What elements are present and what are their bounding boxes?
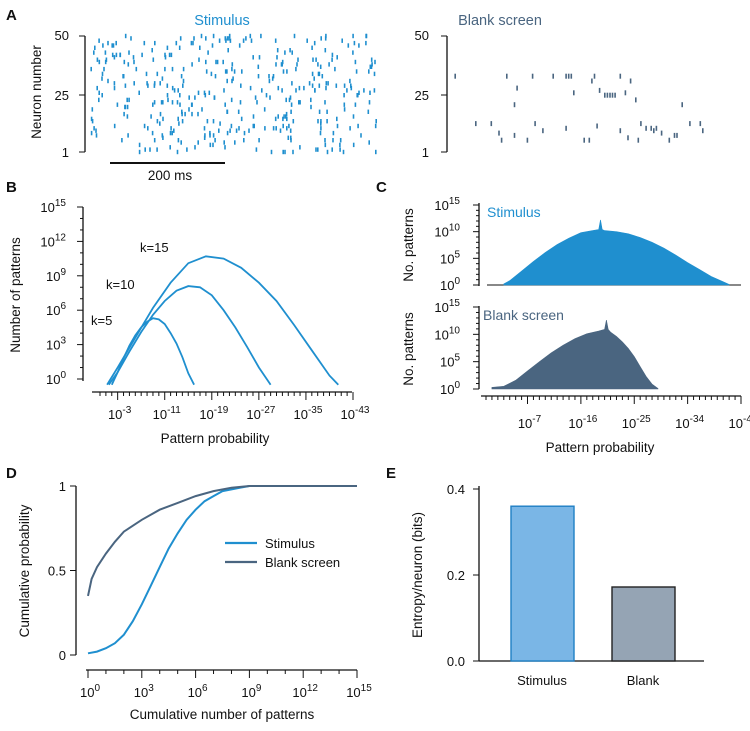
panel-a-stimulus-raster: Stimulus Neuron number 50 25 1 200 ms bbox=[29, 13, 378, 183]
b-ytick-label: 100 bbox=[46, 370, 66, 387]
d-xtick-label: 1015 bbox=[346, 683, 372, 700]
d-ylabel: Cumulative probability bbox=[17, 504, 32, 637]
c-area-stimulus bbox=[503, 219, 730, 286]
c-ytick-label: 100 bbox=[440, 380, 460, 397]
d-xtick-label: 106 bbox=[188, 683, 208, 700]
b-label-k10: k=10 bbox=[106, 277, 135, 292]
scale-bar-label: 200 ms bbox=[148, 168, 193, 183]
b-ytick-label: 103 bbox=[46, 336, 66, 353]
c-xlabel: Pattern probability bbox=[546, 440, 655, 455]
b-xlabel: Pattern probability bbox=[161, 431, 270, 446]
raster-stimulus-title: Stimulus bbox=[194, 13, 250, 29]
c-bottom-series-label: Blank screen bbox=[483, 307, 564, 323]
panel-b-chart: Number of patterns Pattern probability 1… bbox=[8, 198, 370, 446]
d-ytick-label: 0.5 bbox=[48, 564, 66, 579]
panel-label-c: C bbox=[376, 179, 387, 196]
b-curve-k=5 bbox=[110, 317, 195, 386]
c-ytick-label: 100 bbox=[440, 276, 460, 293]
raster-ytick-label: 25 bbox=[415, 88, 429, 103]
raster-ytick-label: 50 bbox=[55, 28, 69, 43]
raster-ytick-label: 50 bbox=[415, 28, 429, 43]
c-ytick-label: 105 bbox=[440, 249, 460, 266]
e-bar-stimulus bbox=[510, 505, 575, 662]
raster-ytick-label: 1 bbox=[422, 145, 429, 160]
panel-label-d: D bbox=[6, 465, 17, 482]
c-areas bbox=[491, 219, 730, 390]
c-ytick-label: 1010 bbox=[434, 325, 460, 342]
c-ytick-label: 105 bbox=[440, 353, 460, 370]
panel-label-b: B bbox=[6, 179, 17, 196]
panel-label-a: A bbox=[6, 7, 17, 24]
panel-a-blank-raster: Blank screen 50 25 1 bbox=[415, 13, 704, 160]
b-ytick-label: 109 bbox=[46, 267, 66, 284]
raster-ytick-label: 1 bbox=[62, 145, 69, 160]
raster-blank-spikes bbox=[454, 73, 704, 143]
d-curves bbox=[87, 485, 357, 655]
e-ytick-label: 0.4 bbox=[447, 482, 465, 497]
c-ytick-label: 1015 bbox=[434, 298, 460, 315]
c-area-blank bbox=[491, 320, 659, 390]
b-curve-k=10 bbox=[108, 285, 272, 386]
b-curves bbox=[106, 255, 339, 386]
d-xtick-label: 1012 bbox=[292, 683, 318, 700]
b-label-k5: k=5 bbox=[91, 313, 112, 328]
d-curve-blank bbox=[87, 485, 357, 597]
b-ylabel: Number of patterns bbox=[8, 237, 23, 353]
e-category-label: Stimulus bbox=[517, 673, 567, 688]
e-ytick-label: 0.0 bbox=[447, 654, 465, 669]
c-xtick-label: 10-7 bbox=[518, 414, 542, 431]
c-ytick-label: 1015 bbox=[434, 196, 460, 213]
panel-c-chart: No. patterns No. patterns 100 105 1010 1015… bbox=[401, 196, 750, 455]
b-xtick-label: 10-35 bbox=[293, 405, 322, 422]
e-ytick-label: 0.2 bbox=[447, 568, 465, 583]
legend-label-blank: Blank screen bbox=[265, 555, 340, 570]
c-ytick-label: 1010 bbox=[434, 223, 460, 240]
e-bar-blank bbox=[611, 586, 676, 662]
b-xtick-label: 10-11 bbox=[153, 405, 182, 422]
d-legend: Stimulus Blank screen bbox=[225, 536, 340, 570]
d-ytick-label: 0 bbox=[59, 648, 66, 663]
b-xtick-label: 10-43 bbox=[341, 405, 370, 422]
b-xtick-label: 10-27 bbox=[246, 405, 275, 422]
d-xtick-label: 109 bbox=[241, 683, 261, 700]
c-xtick-label: 10-43 bbox=[729, 414, 750, 431]
b-label-k15: k=15 bbox=[140, 240, 169, 255]
b-ytick-label: 106 bbox=[46, 301, 66, 318]
raster-stimulus-spikes bbox=[90, 33, 378, 155]
e-ylabel: Entropy/neuron (bits) bbox=[410, 512, 425, 638]
c-top-series-label: Stimulus bbox=[487, 204, 541, 220]
b-curve-k=15 bbox=[106, 255, 339, 386]
d-xlabel: Cumulative number of patterns bbox=[130, 707, 315, 722]
e-category-label: Blank bbox=[627, 673, 660, 688]
panel-label-e: E bbox=[386, 465, 396, 482]
panel-d-chart: Cumulative probability Cumulative number… bbox=[17, 479, 372, 722]
legend-label-stimulus: Stimulus bbox=[265, 536, 315, 551]
raster-ytick-label: 25 bbox=[55, 88, 69, 103]
e-bars: Stimulus Blank bbox=[510, 505, 676, 688]
panel-e-chart: Entropy/neuron (bits) 0.0 0.2 0.4 Stimulus… bbox=[410, 482, 704, 688]
d-xtick-label: 100 bbox=[80, 683, 100, 700]
c-bottom-ylabel: No. patterns bbox=[401, 312, 416, 386]
b-xtick-label: 10-19 bbox=[199, 405, 228, 422]
b-xtick-label: 10-3 bbox=[108, 405, 132, 422]
c-xtick-label: 10-16 bbox=[568, 414, 597, 431]
d-ticks: 0 0.5 1 100 103 106 109 1012 1015 bbox=[48, 479, 372, 700]
c-xtick-label: 10-25 bbox=[622, 414, 651, 431]
raster-blank-title: Blank screen bbox=[458, 13, 542, 29]
b-ytick-label: 1015 bbox=[40, 198, 66, 215]
b-ytick-label: 1012 bbox=[40, 232, 66, 249]
c-xtick-label: 10-34 bbox=[675, 414, 704, 431]
d-xtick-label: 103 bbox=[134, 683, 154, 700]
d-ytick-label: 1 bbox=[59, 479, 66, 494]
c-top-ylabel: No. patterns bbox=[401, 208, 416, 282]
b-ticks: 100 103 106 109 1012 1015 10-3 10-11 10-19 10-27 1… bbox=[40, 198, 369, 422]
raster-ylabel: Neuron number bbox=[29, 45, 44, 139]
e-ticks: 0.0 0.2 0.4 bbox=[447, 482, 479, 669]
